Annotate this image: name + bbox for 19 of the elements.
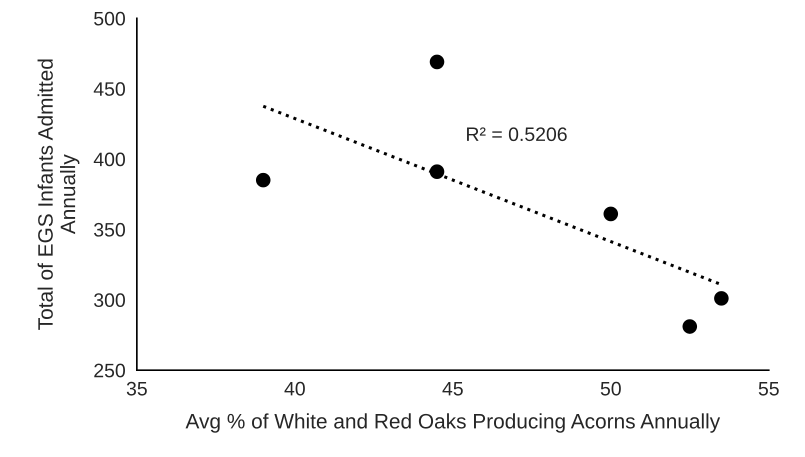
y-tick-label: 500 xyxy=(94,12,125,26)
x-tick-label: 35 xyxy=(126,382,147,396)
y-tick-label: 300 xyxy=(94,293,125,308)
y-tick-label: 450 xyxy=(94,82,125,96)
y-tick-label: 400 xyxy=(94,152,125,166)
point xyxy=(682,319,698,334)
annotation: R² = 0.5206 xyxy=(467,127,567,142)
y-tick-label: 250 xyxy=(94,364,125,378)
y-tick-label: 350 xyxy=(94,222,125,237)
x-tick-label: 55 xyxy=(758,382,779,396)
x-tick-label: 45 xyxy=(442,382,463,396)
point xyxy=(604,206,618,222)
x-tick-label: 50 xyxy=(600,382,621,396)
point xyxy=(256,172,271,188)
point xyxy=(714,291,729,306)
x-axis-title: Avg % of White and Red Oaks Producing Acorns Annually xyxy=(186,413,720,433)
x-tick-label: 40 xyxy=(284,382,305,396)
point xyxy=(430,54,444,70)
y-axis-title: Total of EGS Infants Admitted Annually xyxy=(38,59,80,330)
